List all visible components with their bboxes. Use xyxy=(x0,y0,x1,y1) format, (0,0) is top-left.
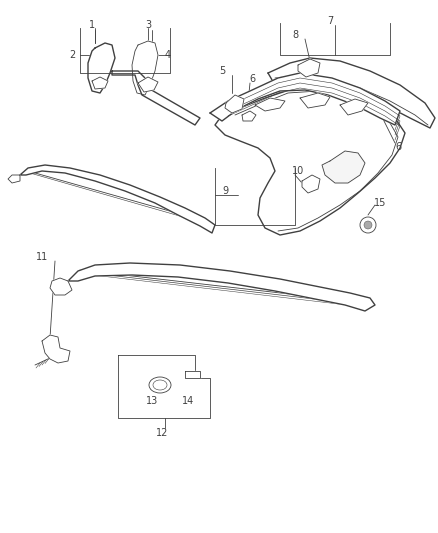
Text: 6: 6 xyxy=(395,142,401,152)
Text: 12: 12 xyxy=(156,428,168,438)
Text: 13: 13 xyxy=(146,396,158,406)
Polygon shape xyxy=(50,278,72,295)
Polygon shape xyxy=(215,85,405,235)
Text: 8: 8 xyxy=(292,30,298,40)
Polygon shape xyxy=(255,98,285,111)
Polygon shape xyxy=(20,165,215,233)
Polygon shape xyxy=(88,43,115,93)
Text: 1: 1 xyxy=(89,20,95,30)
Circle shape xyxy=(360,217,376,233)
Circle shape xyxy=(364,221,372,229)
Text: 3: 3 xyxy=(145,20,151,30)
Polygon shape xyxy=(8,175,20,183)
Polygon shape xyxy=(340,99,368,115)
Text: 11: 11 xyxy=(36,252,48,262)
Polygon shape xyxy=(68,263,375,311)
Polygon shape xyxy=(268,58,435,128)
Text: 4: 4 xyxy=(165,50,171,60)
Polygon shape xyxy=(185,371,200,378)
Polygon shape xyxy=(302,175,320,193)
Polygon shape xyxy=(322,151,365,183)
Polygon shape xyxy=(112,71,200,125)
Ellipse shape xyxy=(149,377,171,393)
Polygon shape xyxy=(92,77,108,89)
Text: 6: 6 xyxy=(249,74,255,84)
Polygon shape xyxy=(225,95,244,113)
Polygon shape xyxy=(132,41,158,95)
Text: 10: 10 xyxy=(292,166,304,176)
Text: 9: 9 xyxy=(222,186,228,196)
Text: 15: 15 xyxy=(374,198,386,208)
Polygon shape xyxy=(42,335,70,363)
Text: 2: 2 xyxy=(69,50,75,60)
Text: 5: 5 xyxy=(219,66,225,76)
Polygon shape xyxy=(138,77,158,92)
Polygon shape xyxy=(300,93,330,108)
Text: 7: 7 xyxy=(327,16,333,26)
Polygon shape xyxy=(242,111,256,121)
Ellipse shape xyxy=(153,380,167,390)
Text: 14: 14 xyxy=(182,396,194,406)
Polygon shape xyxy=(210,73,400,125)
Polygon shape xyxy=(298,59,320,77)
